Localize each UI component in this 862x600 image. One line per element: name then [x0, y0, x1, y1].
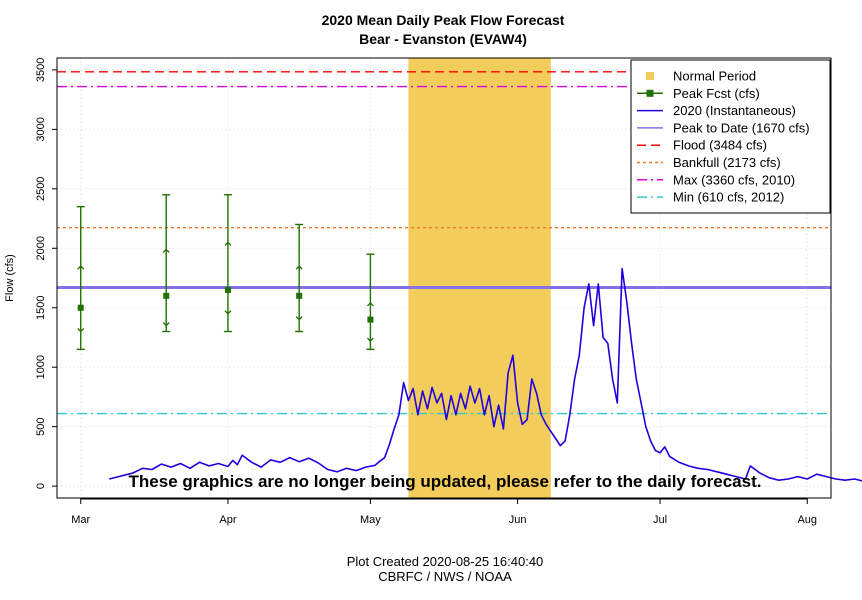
forecast-arrow-p70	[77, 328, 85, 333]
legend-label: Bankfull (2173 cfs)	[673, 155, 781, 170]
legend-label: Peak Fcst (cfs)	[673, 86, 760, 101]
forecast-arrow-p30	[295, 265, 303, 270]
forecast-arrow-p70	[224, 310, 232, 315]
legend-box	[630, 59, 831, 214]
legend-symbol	[646, 72, 654, 80]
legend-label: 2020 (Instantaneous)	[673, 103, 796, 118]
legend-label: Min (610 cfs, 2012)	[673, 190, 784, 205]
plot-created-text: Plot Created 2020-08-25 16:40:40	[347, 554, 544, 569]
x-tick-label: Apr	[219, 514, 236, 526]
forecast-point-p50	[77, 304, 84, 311]
forecast-arrow-p70	[366, 337, 374, 342]
y-axis: 0 500 1000 1500 2000 2500 3000 3500	[35, 58, 57, 489]
y-tick-label: 3500	[35, 58, 47, 82]
legend: Normal Period Peak Fcst (cfs) 2020 (Instan…	[630, 59, 831, 214]
forecast-point-p50	[367, 316, 374, 323]
forecast-arrow-p30	[366, 302, 374, 307]
x-tick-label: Jun	[509, 514, 527, 526]
normal-period-band	[408, 58, 551, 498]
forecast-arrow-p30	[162, 248, 170, 253]
legend-label: Peak to Date (1670 cfs)	[673, 120, 810, 135]
agency-credit-text: CBRFC / NWS / NOAA	[378, 569, 512, 584]
legend-label: Flood (3484 cfs)	[673, 138, 767, 153]
update-notice: These graphics are no longer being updat…	[129, 472, 762, 491]
chart-title: 2020 Mean Daily Peak Flow Forecast	[322, 12, 565, 28]
peak-forecast-bars	[76, 194, 375, 351]
legend-label: Max (3360 cfs, 2010)	[673, 172, 795, 187]
y-tick-label: 3000	[35, 117, 47, 141]
y-tick-label: 1000	[35, 355, 47, 379]
y-tick-label: 1500	[35, 295, 47, 319]
plot-frame	[56, 57, 832, 499]
legend-label: Normal Period	[673, 69, 756, 84]
y-tick-label: 2500	[35, 177, 47, 201]
forecast-point-p50	[163, 292, 170, 299]
x-tick-label: May	[360, 514, 381, 526]
y-tick-label: 500	[35, 417, 47, 435]
forecast-point-p50	[296, 292, 303, 299]
x-tick-label: Aug	[797, 514, 817, 526]
forecast-arrow-p70	[162, 322, 170, 327]
forecast-point-p50	[224, 286, 231, 293]
y-tick-label: 0	[35, 483, 47, 489]
chart-subtitle: Bear - Evanston (EVAW4)	[359, 31, 527, 47]
y-tick-label: 2000	[35, 236, 47, 260]
series-line-2020	[109, 267, 862, 482]
normal-period-rect	[408, 58, 551, 498]
x-tick-label: Jul	[653, 514, 667, 526]
forecast-arrow-p30	[77, 265, 85, 270]
forecast-arrow-p30	[224, 241, 232, 246]
x-axis: Mar Apr May Jun Jul Aug	[71, 498, 817, 526]
flow-series	[109, 267, 862, 482]
x-tick-label: Mar	[71, 514, 90, 526]
forecast-arrow-p70	[295, 316, 303, 321]
legend-symbol-point	[646, 89, 654, 97]
y-axis-label: Flow (cfs)	[4, 254, 16, 302]
